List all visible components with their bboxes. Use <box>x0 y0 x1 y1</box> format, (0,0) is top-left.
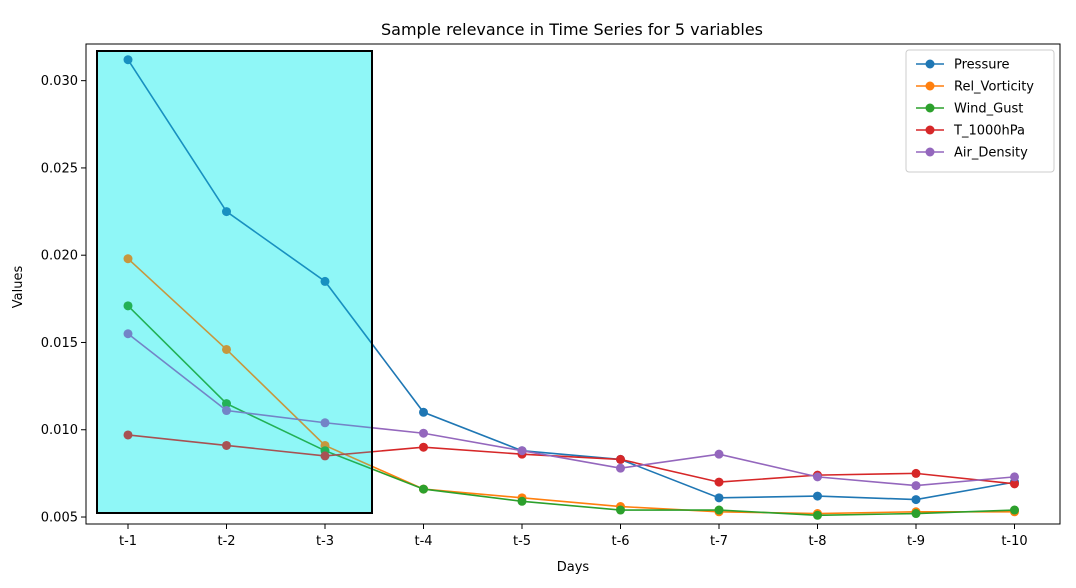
legend-label: Air_Density <box>954 146 1028 161</box>
y-tick-label: 0.020 <box>41 249 78 264</box>
data-point <box>616 454 625 464</box>
data-point <box>222 440 231 450</box>
data-point <box>222 399 231 409</box>
legend-entry: Pressure <box>916 58 1010 73</box>
x-tick-label: t-10 <box>1001 534 1027 549</box>
plot-frame <box>85 43 1061 525</box>
series-line <box>127 305 1015 517</box>
legend-label: T_1000hPa <box>953 124 1025 139</box>
data-point <box>1010 505 1019 515</box>
data-point <box>813 472 822 482</box>
data-point <box>1010 472 1019 482</box>
x-tick-label: t-6 <box>611 534 629 549</box>
legend-entry: T_1000hPa <box>916 124 1025 139</box>
data-point <box>123 301 133 311</box>
y-tick-label: 0.015 <box>41 336 78 351</box>
data-point <box>714 449 724 459</box>
data-point <box>616 505 625 515</box>
y-tick-label: 0.030 <box>41 74 78 89</box>
x-tick-label: t-1 <box>119 534 137 549</box>
y-tick-label: 0.010 <box>41 423 78 438</box>
legend-marker <box>925 103 935 113</box>
series-line <box>127 258 1015 515</box>
data-point <box>222 207 231 217</box>
legend-entry: Air_Density <box>916 146 1028 161</box>
series-line <box>127 333 1015 487</box>
legend-label: Wind_Gust <box>954 102 1023 117</box>
x-tick-label: t-3 <box>316 534 334 549</box>
series-line <box>127 434 1015 485</box>
x-axis-label: Days <box>557 560 590 575</box>
legend-label: Pressure <box>954 58 1010 73</box>
data-point <box>714 505 724 515</box>
data-point <box>222 344 231 354</box>
data-point <box>419 484 428 494</box>
data-point <box>123 329 133 339</box>
series-rel_vorticity <box>123 254 1019 519</box>
data-point <box>911 468 921 478</box>
data-point <box>714 477 724 487</box>
data-point <box>911 509 921 519</box>
y-tick-label: 0.005 <box>41 511 78 526</box>
series-air_density <box>123 329 1019 491</box>
legend-marker <box>925 81 935 91</box>
legend: Pressure Rel_Vorticity Wind_Gust T_1000hPa A… <box>905 49 1055 173</box>
data-point <box>123 254 133 264</box>
data-point <box>1010 479 1019 489</box>
series-layer <box>123 55 1019 520</box>
data-point <box>320 276 330 286</box>
data-point <box>419 407 428 417</box>
data-point <box>419 428 428 438</box>
series-line <box>127 59 1015 501</box>
data-point <box>517 446 527 456</box>
x-tick-label: t-5 <box>513 534 531 549</box>
data-point <box>813 510 822 520</box>
x-tick-label: t-4 <box>414 534 432 549</box>
legend-marker <box>925 125 935 135</box>
legend-box <box>905 49 1055 173</box>
x-tick-label: t-8 <box>808 534 826 549</box>
x-tick-label: t-9 <box>907 534 925 549</box>
x-axis: t-1 t-2 t-3 t-4 t-5 t-6 t-7 t-8 t-9 t-10 <box>119 524 1028 549</box>
x-tick-label: t-7 <box>710 534 728 549</box>
y-tick-label: 0.025 <box>41 161 78 176</box>
series-wind_gust <box>123 301 1019 520</box>
data-point <box>517 496 527 506</box>
data-point <box>123 430 133 440</box>
data-point <box>222 406 231 416</box>
y-axis: 0.005 0.010 0.015 0.020 0.025 0.030 <box>41 74 86 526</box>
x-tick-label: t-2 <box>217 534 235 549</box>
chart-title: Sample relevance in Time Series for 5 va… <box>381 20 763 39</box>
legend-entry: Rel_Vorticity <box>916 80 1034 95</box>
data-point <box>419 442 428 452</box>
data-point <box>911 495 921 505</box>
data-point <box>813 491 822 501</box>
legend-marker <box>925 147 935 157</box>
y-axis-label: Values <box>11 266 26 309</box>
legend-marker <box>925 59 935 69</box>
data-point <box>320 418 330 428</box>
data-point <box>911 481 921 491</box>
legend-label: Rel_Vorticity <box>954 80 1034 95</box>
data-point <box>123 55 133 65</box>
data-point <box>616 463 625 473</box>
legend-entry: Wind_Gust <box>916 102 1023 117</box>
data-point <box>714 493 724 503</box>
highlight-region-edge <box>96 50 373 514</box>
data-point <box>320 451 330 461</box>
